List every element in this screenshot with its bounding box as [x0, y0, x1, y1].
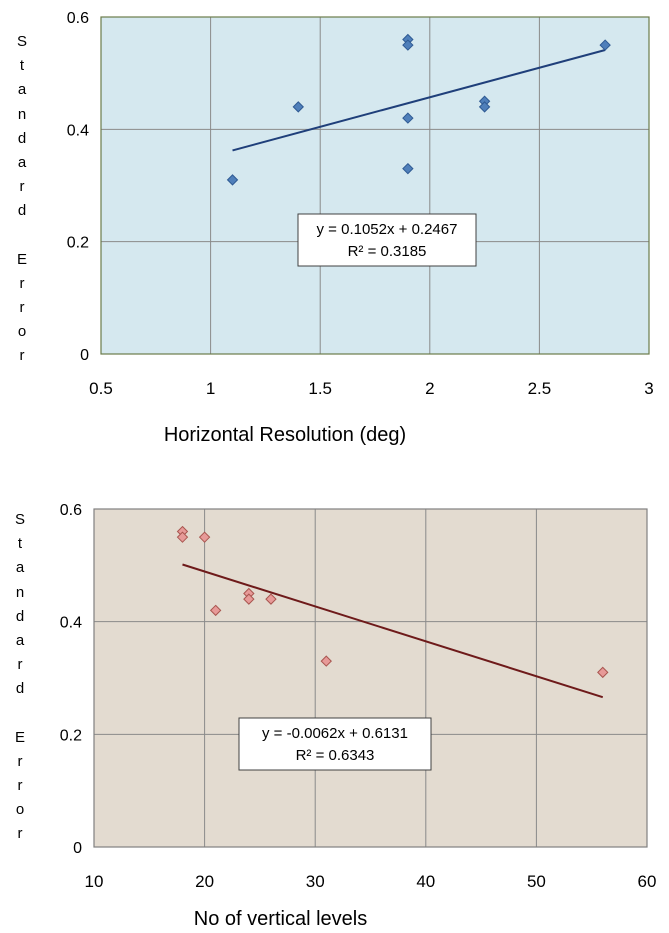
plot-frame [93, 508, 648, 848]
y-axis-label-char: E [16, 250, 27, 268]
data-point [198, 531, 211, 543]
y-tick-label: 0 [80, 347, 89, 364]
data-point [320, 655, 332, 667]
y-axis-label-char: r [17, 825, 23, 843]
y-axis-label-char: S [14, 511, 25, 528]
x-tick-label: 20 [195, 872, 214, 891]
trendline-equation-box [238, 717, 432, 771]
data-point [597, 666, 609, 679]
y-axis-label-char [12, 224, 32, 248]
x-tick-label: 40 [416, 872, 435, 891]
data-point [402, 162, 414, 175]
x-tick-label: 2 [425, 379, 434, 398]
y-axis-label-char: a [15, 631, 25, 649]
x-tick-label: 2.5 [528, 379, 552, 398]
data-point [226, 174, 239, 186]
data-point [402, 112, 414, 124]
data-point [265, 593, 277, 605]
data-point [478, 101, 491, 113]
x-tick-label: 0.5 [89, 379, 113, 398]
x-tick-label: 10 [85, 872, 104, 891]
trendline-r-squared: R² = 0.6343 [296, 747, 375, 764]
y-axis-label-char: a [17, 153, 27, 171]
y-axis-label-char: r [19, 178, 25, 196]
trendline [232, 49, 606, 152]
trendline-equation: y = 0.1052x + 0.2467 [317, 221, 458, 238]
y-tick-label: 0.4 [60, 615, 82, 632]
trendline-r-squared: R² = 0.3185 [348, 243, 427, 260]
x-tick-label: 50 [527, 872, 546, 891]
y-axis-label-char: S [16, 33, 27, 50]
chart-1-svg: 0 0.2 0.4 0.6 0.5 1 1.5 2 2.5 3 Horizontal Resolut… [67, 10, 654, 446]
trendline [182, 563, 604, 699]
chart-2-svg: 0 0.2 0.4 0.6 10 20 30 40 50 60 No of vertical lev… [60, 502, 657, 930]
plot-area [94, 509, 647, 847]
y-axis-label-char: a [17, 81, 27, 99]
x-tick-label: 1.5 [308, 379, 332, 398]
data-point [599, 39, 611, 51]
y-axis-label-char: n [17, 105, 27, 123]
y-tick-label: 0 [73, 840, 82, 857]
y-tick-label: 0.6 [67, 10, 89, 27]
data-point [243, 593, 255, 605]
x-tick-label: 60 [638, 872, 657, 891]
x-axis-label: No of vertical levels [194, 908, 367, 930]
x-tick-label: 1 [206, 379, 215, 398]
y-axis-label-char [10, 702, 30, 726]
y-axis-label-char: r [17, 777, 23, 795]
y-tick-label: 0.2 [60, 727, 82, 744]
x-tick-label: 30 [306, 872, 325, 891]
y-axis-label-char: r [17, 752, 23, 770]
trendline-equation: y = -0.0062x + 0.6131 [262, 725, 408, 742]
x-axis-label: Horizontal Resolution (deg) [164, 424, 406, 446]
y-axis-label-char: t [19, 57, 25, 75]
y-axis-label-char: d [15, 607, 25, 625]
y-axis-label-char: r [19, 347, 25, 365]
y-axis-label-char: o [17, 323, 27, 341]
y-axis-label-char: o [15, 801, 25, 819]
data-point [209, 604, 222, 617]
plot-frame [100, 16, 650, 355]
data-point [402, 39, 414, 51]
x-tick-label: 3 [644, 379, 653, 398]
data-point [292, 101, 304, 113]
plot-area [101, 17, 649, 354]
data-point [176, 531, 189, 543]
y-axis-label-char: d [15, 680, 25, 698]
y-axis-label-char: d [17, 129, 27, 147]
y-axis-label-char: t [17, 535, 23, 553]
y-axis-label-char: r [17, 656, 23, 674]
y-axis-label-char: r [19, 274, 25, 292]
y-axis-label-char: a [15, 559, 25, 577]
y-axis-label-char: r [19, 299, 25, 317]
y-tick-label: 0.4 [67, 122, 89, 139]
y-axis-label-char: n [15, 583, 25, 601]
y-axis-label-char: d [17, 202, 27, 220]
y-axis-label-char: E [14, 728, 25, 746]
trendline-equation-box [297, 213, 477, 267]
y-tick-label: 0.2 [67, 235, 89, 252]
y-tick-label: 0.6 [60, 502, 82, 519]
